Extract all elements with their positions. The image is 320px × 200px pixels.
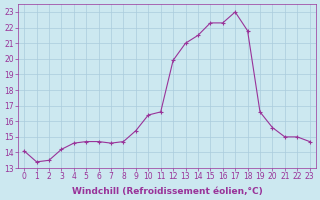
X-axis label: Windchill (Refroidissement éolien,°C): Windchill (Refroidissement éolien,°C)	[72, 187, 262, 196]
